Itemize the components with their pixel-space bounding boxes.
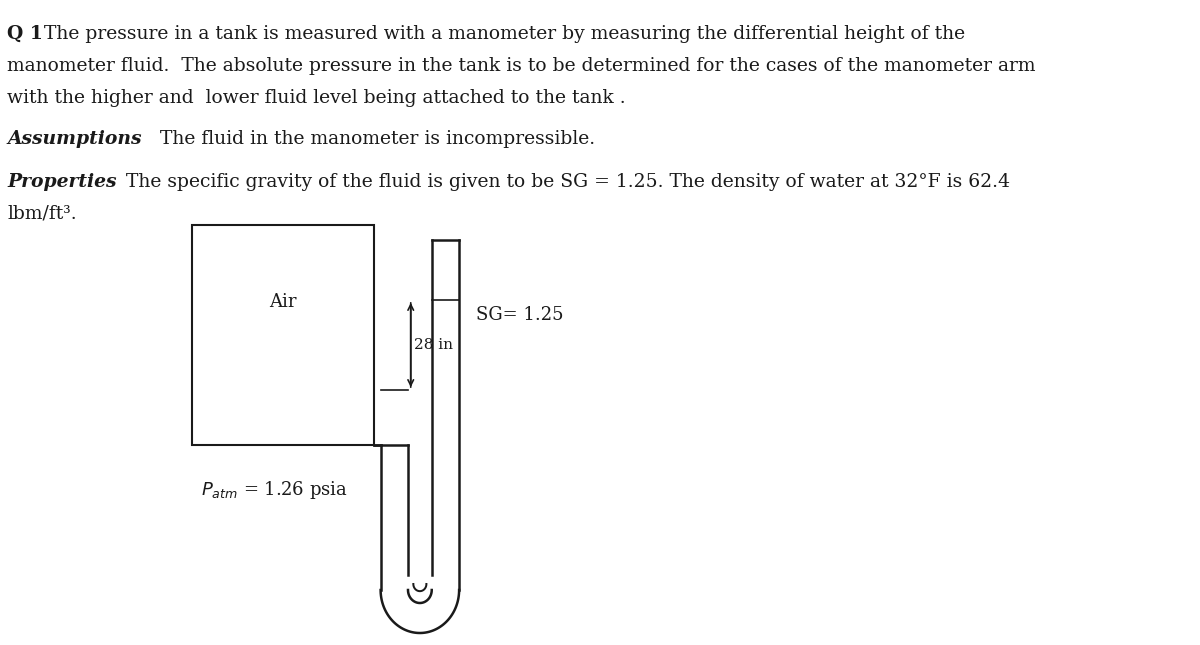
Text: manometer fluid.  The absolute pressure in the tank is to be determined for the : manometer fluid. The absolute pressure i… xyxy=(7,57,1036,75)
Bar xyxy=(192,225,374,445)
Text: lbm/ft³.: lbm/ft³. xyxy=(7,205,77,223)
Text: The pressure in a tank is measured with a manometer by measuring the differentia: The pressure in a tank is measured with … xyxy=(38,25,966,43)
Text: Q 1: Q 1 xyxy=(7,25,43,43)
Text: Properties: Properties xyxy=(7,173,116,191)
Text: 28 in: 28 in xyxy=(414,338,454,352)
Text: The specific gravity of the fluid is given to be SG = 1.25. The density of water: The specific gravity of the fluid is giv… xyxy=(120,173,1010,191)
Text: $P_{atm}$ = 1.26 psia: $P_{atm}$ = 1.26 psia xyxy=(200,479,348,501)
Text: with the higher and  lower fluid level being attached to the tank .: with the higher and lower fluid level be… xyxy=(7,89,626,107)
Text: Air: Air xyxy=(269,293,296,311)
Text: SG= 1.25: SG= 1.25 xyxy=(476,306,564,324)
Text: Assumptions: Assumptions xyxy=(7,130,142,148)
Text: The fluid in the manometer is incompressible.: The fluid in the manometer is incompress… xyxy=(148,130,595,148)
